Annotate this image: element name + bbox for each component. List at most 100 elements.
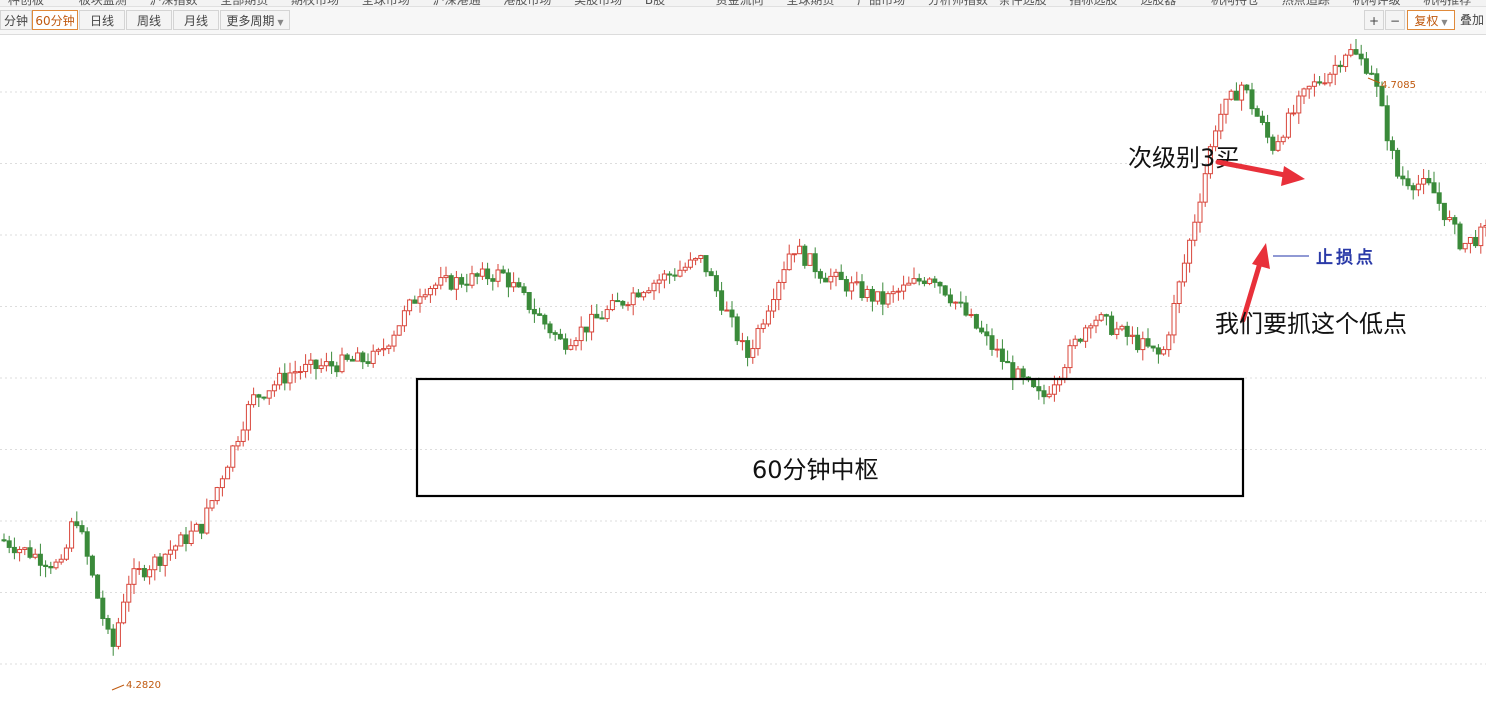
candle-up xyxy=(828,275,834,283)
top-menu-item[interactable]: 全部期货 xyxy=(220,0,269,7)
candle-up xyxy=(214,487,220,502)
top-menu-item[interactable]: 选股器 xyxy=(1140,0,1177,7)
top-menu-item[interactable]: 全球期货 xyxy=(786,0,835,7)
candle-up xyxy=(152,556,158,571)
candle-up xyxy=(1296,95,1302,114)
top-menu-item[interactable]: 港股市场 xyxy=(503,0,552,7)
candle-up xyxy=(209,500,215,509)
buy3-label: 次级别3买 xyxy=(1128,144,1239,172)
candle-down xyxy=(1369,72,1375,75)
candle-down xyxy=(459,277,465,285)
candle-down xyxy=(365,361,371,364)
candle-up xyxy=(687,259,693,268)
candle-down xyxy=(1374,73,1380,87)
candle-up xyxy=(1478,226,1484,247)
candle-down xyxy=(932,278,938,283)
candle-up xyxy=(1088,325,1094,329)
top-menu-item[interactable]: 沪深指数 xyxy=(149,0,198,7)
candle-down xyxy=(1379,85,1385,107)
candle-up xyxy=(1051,384,1057,395)
candle-up xyxy=(381,348,387,351)
candle-up xyxy=(386,345,392,350)
candle-down xyxy=(1410,185,1416,191)
chevron-down-icon: ▼ xyxy=(277,18,284,27)
candle-up xyxy=(1192,221,1198,241)
candle-up xyxy=(271,384,277,392)
top-menu-item[interactable]: 种创板 xyxy=(8,0,45,7)
top-menu-item[interactable]: 全球市场 xyxy=(361,0,410,7)
candle-up xyxy=(604,309,610,320)
candle-up xyxy=(1197,201,1203,223)
candle-down xyxy=(552,332,558,335)
top-menu-item[interactable]: 机构持仓 xyxy=(1210,0,1259,7)
candle-up xyxy=(589,313,595,333)
candle-up xyxy=(885,293,891,305)
more-periods-dropdown[interactable]: 更多周期 ▼ xyxy=(220,10,290,30)
candle-down xyxy=(43,564,49,568)
top-menu-item[interactable]: 分析师指数 xyxy=(927,0,988,7)
top-menu-item[interactable]: 机构推荐 xyxy=(1423,0,1472,7)
candle-up xyxy=(1072,338,1078,347)
candle-down xyxy=(869,288,875,302)
candle-up xyxy=(807,253,813,266)
candle-down xyxy=(105,618,111,630)
zoom-out-button[interactable]: − xyxy=(1385,10,1405,30)
candle-up xyxy=(1176,281,1182,304)
candle-up xyxy=(797,245,803,255)
candle-down xyxy=(505,272,511,288)
candle-down xyxy=(485,268,491,280)
top-menu-item[interactable]: 美股市场 xyxy=(574,0,623,7)
candle-up xyxy=(911,278,917,284)
candle-down xyxy=(817,271,823,279)
candle-up xyxy=(308,359,314,365)
candle-up xyxy=(167,549,173,555)
candle-down xyxy=(1457,223,1463,250)
stop-loss-label: 止损点 xyxy=(1316,247,1376,268)
candle-series xyxy=(1,39,1486,656)
zoom-in-button[interactable]: + xyxy=(1364,10,1384,30)
top-menu-item[interactable]: B股 xyxy=(644,0,666,7)
period-60min-button[interactable]: 60分钟 xyxy=(32,10,78,30)
candle-down xyxy=(1405,178,1411,187)
candle-down xyxy=(1358,53,1364,60)
candle-down xyxy=(1441,202,1447,221)
top-menu-item[interactable]: 机构评级 xyxy=(1352,0,1401,7)
restore-right-dropdown[interactable]: 复权 ▼ xyxy=(1407,10,1455,30)
top-menu-item[interactable]: 期权市场 xyxy=(291,0,340,7)
candle-down xyxy=(37,553,43,566)
period-day-button[interactable]: 日线 xyxy=(79,10,125,30)
candle-up xyxy=(417,296,423,304)
top-menu-item[interactable]: 板块监测 xyxy=(78,0,127,7)
candle-down xyxy=(1077,338,1083,342)
low-marker: 4.2820 xyxy=(111,680,161,691)
top-menu-item[interactable]: 热点追踪 xyxy=(1281,0,1330,7)
candle-up xyxy=(193,523,199,532)
top-menu-item[interactable]: 条件选股 xyxy=(998,0,1047,7)
candle-down xyxy=(1109,315,1115,335)
top-menu-item[interactable]: 沪深港通 xyxy=(432,0,481,7)
period-week-button[interactable]: 周线 xyxy=(126,10,172,30)
candle-up xyxy=(1280,136,1286,143)
candle-up xyxy=(1275,141,1281,151)
candle-down xyxy=(516,282,522,288)
candle-up xyxy=(407,299,413,312)
candle-up xyxy=(875,291,881,302)
candle-down xyxy=(1005,360,1011,364)
candle-down xyxy=(100,597,106,620)
top-menu-item[interactable]: 指标选股 xyxy=(1069,0,1118,7)
candle-up xyxy=(355,352,361,362)
period-month-button[interactable]: 月线 xyxy=(173,10,219,30)
candle-down xyxy=(563,338,569,350)
candle-down xyxy=(713,275,719,292)
candle-down xyxy=(1010,362,1016,380)
top-menu-item[interactable]: 产品市场 xyxy=(857,0,906,7)
candle-up xyxy=(1187,239,1193,264)
candle-down xyxy=(703,255,709,273)
overlay-button[interactable]: 叠加 xyxy=(1459,13,1484,27)
candle-up xyxy=(1218,113,1224,132)
top-menu-item[interactable]: 资金流向 xyxy=(715,0,764,7)
candle-up xyxy=(771,299,777,312)
candle-up xyxy=(178,534,184,547)
period-minute-button[interactable]: 分钟 xyxy=(0,10,32,30)
candle-up xyxy=(1301,88,1307,97)
